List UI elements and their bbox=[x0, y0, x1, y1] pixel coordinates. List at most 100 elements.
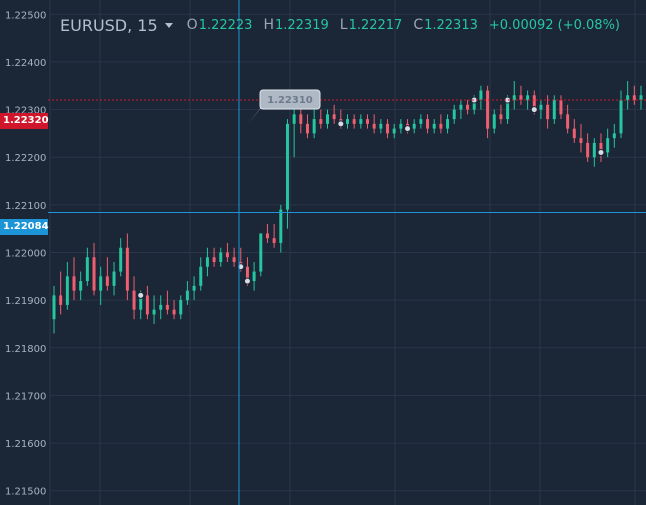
candle-body bbox=[379, 123, 383, 129]
candle-body bbox=[212, 257, 216, 263]
candle bbox=[125, 233, 129, 301]
candle bbox=[225, 242, 229, 263]
candle bbox=[192, 276, 196, 301]
candle-body bbox=[499, 114, 503, 120]
candle-body bbox=[412, 123, 416, 129]
candle bbox=[592, 138, 596, 167]
price-axis-label: 1.22000 bbox=[5, 249, 46, 260]
candle-body bbox=[152, 309, 156, 315]
candle-body bbox=[526, 95, 530, 101]
candle bbox=[639, 85, 643, 110]
candle bbox=[599, 133, 603, 162]
candle-body bbox=[626, 95, 630, 101]
price-axis-label: 1.21600 bbox=[5, 439, 46, 450]
candle-body bbox=[586, 142, 590, 158]
tooltip-box bbox=[259, 89, 321, 110]
candle-body bbox=[272, 238, 276, 243]
candle-body bbox=[112, 271, 116, 286]
candle bbox=[386, 119, 390, 139]
candle bbox=[205, 247, 209, 277]
candle bbox=[312, 109, 316, 139]
change-value: +0.00092 (+0.08%) bbox=[488, 17, 620, 33]
candle-body bbox=[426, 119, 430, 129]
candle-body bbox=[192, 285, 196, 291]
candle-body bbox=[292, 114, 296, 124]
candle-body bbox=[332, 114, 336, 120]
candle-body bbox=[325, 114, 329, 124]
open-key: O bbox=[186, 17, 198, 33]
candle bbox=[539, 100, 543, 120]
candle-body bbox=[105, 276, 109, 286]
candle bbox=[212, 247, 216, 267]
candle bbox=[512, 80, 516, 110]
candle bbox=[352, 114, 356, 129]
candle-body bbox=[399, 123, 403, 129]
candle-body bbox=[486, 90, 490, 129]
candle bbox=[265, 223, 269, 243]
candle bbox=[459, 100, 463, 120]
candle-body bbox=[205, 257, 209, 267]
candle-body bbox=[466, 104, 470, 110]
candle bbox=[366, 114, 370, 129]
candle bbox=[172, 300, 176, 320]
candle bbox=[85, 247, 89, 286]
candle-body bbox=[185, 290, 189, 301]
price-marker-dot bbox=[597, 148, 605, 156]
candle bbox=[546, 95, 550, 129]
candle-body bbox=[506, 100, 510, 120]
candle-body bbox=[145, 295, 149, 315]
candle-body bbox=[165, 304, 169, 310]
price-marker-dot bbox=[243, 277, 251, 285]
candle-body bbox=[452, 109, 456, 120]
candle bbox=[626, 80, 630, 110]
candle-body bbox=[159, 304, 163, 310]
candle bbox=[452, 104, 456, 124]
candle-body bbox=[132, 290, 136, 310]
candle-body bbox=[606, 138, 610, 153]
caret-down-icon[interactable] bbox=[164, 22, 173, 28]
close-value: 1.22313 bbox=[424, 17, 478, 33]
price-marker-dot bbox=[337, 120, 345, 128]
candle bbox=[586, 133, 590, 162]
candle bbox=[552, 95, 556, 124]
candle-body bbox=[305, 123, 309, 134]
candle bbox=[252, 262, 256, 291]
high-value: 1.22319 bbox=[274, 17, 329, 33]
open-value: 1.22223 bbox=[198, 17, 253, 33]
candle-body bbox=[285, 123, 289, 210]
candle bbox=[152, 295, 156, 324]
candle-body bbox=[392, 128, 396, 134]
price-axis-label: 1.21800 bbox=[5, 344, 46, 355]
candle-body bbox=[59, 295, 63, 305]
candle-body bbox=[572, 128, 576, 139]
candle bbox=[392, 123, 396, 139]
candle-body bbox=[92, 257, 96, 291]
candle bbox=[446, 114, 450, 134]
candle bbox=[79, 271, 83, 301]
candle bbox=[72, 257, 76, 301]
candle bbox=[285, 119, 289, 229]
candle-body bbox=[619, 100, 623, 134]
low-value: 1.22217 bbox=[348, 17, 403, 33]
candle-body bbox=[439, 123, 443, 129]
candle-body bbox=[119, 247, 123, 272]
candle bbox=[52, 285, 56, 334]
candle bbox=[426, 114, 430, 134]
candle-body bbox=[366, 119, 370, 124]
candle bbox=[566, 104, 570, 134]
candle-body bbox=[559, 100, 563, 115]
candle-body bbox=[219, 252, 223, 263]
candle bbox=[165, 290, 169, 315]
candle-body bbox=[299, 114, 303, 124]
candle-body bbox=[512, 95, 516, 101]
candle bbox=[325, 109, 329, 129]
symbol-header: EURUSD, 15 O 1.22223 H 1.22319 L 1.22217… bbox=[60, 14, 620, 36]
price-marker-dot bbox=[137, 291, 145, 299]
candle-body bbox=[359, 119, 363, 124]
candle bbox=[372, 114, 376, 134]
candle-body bbox=[99, 276, 103, 291]
candle-body bbox=[232, 257, 236, 263]
candle-body bbox=[319, 119, 323, 124]
symbol-label[interactable]: EURUSD, 15 bbox=[60, 15, 158, 35]
